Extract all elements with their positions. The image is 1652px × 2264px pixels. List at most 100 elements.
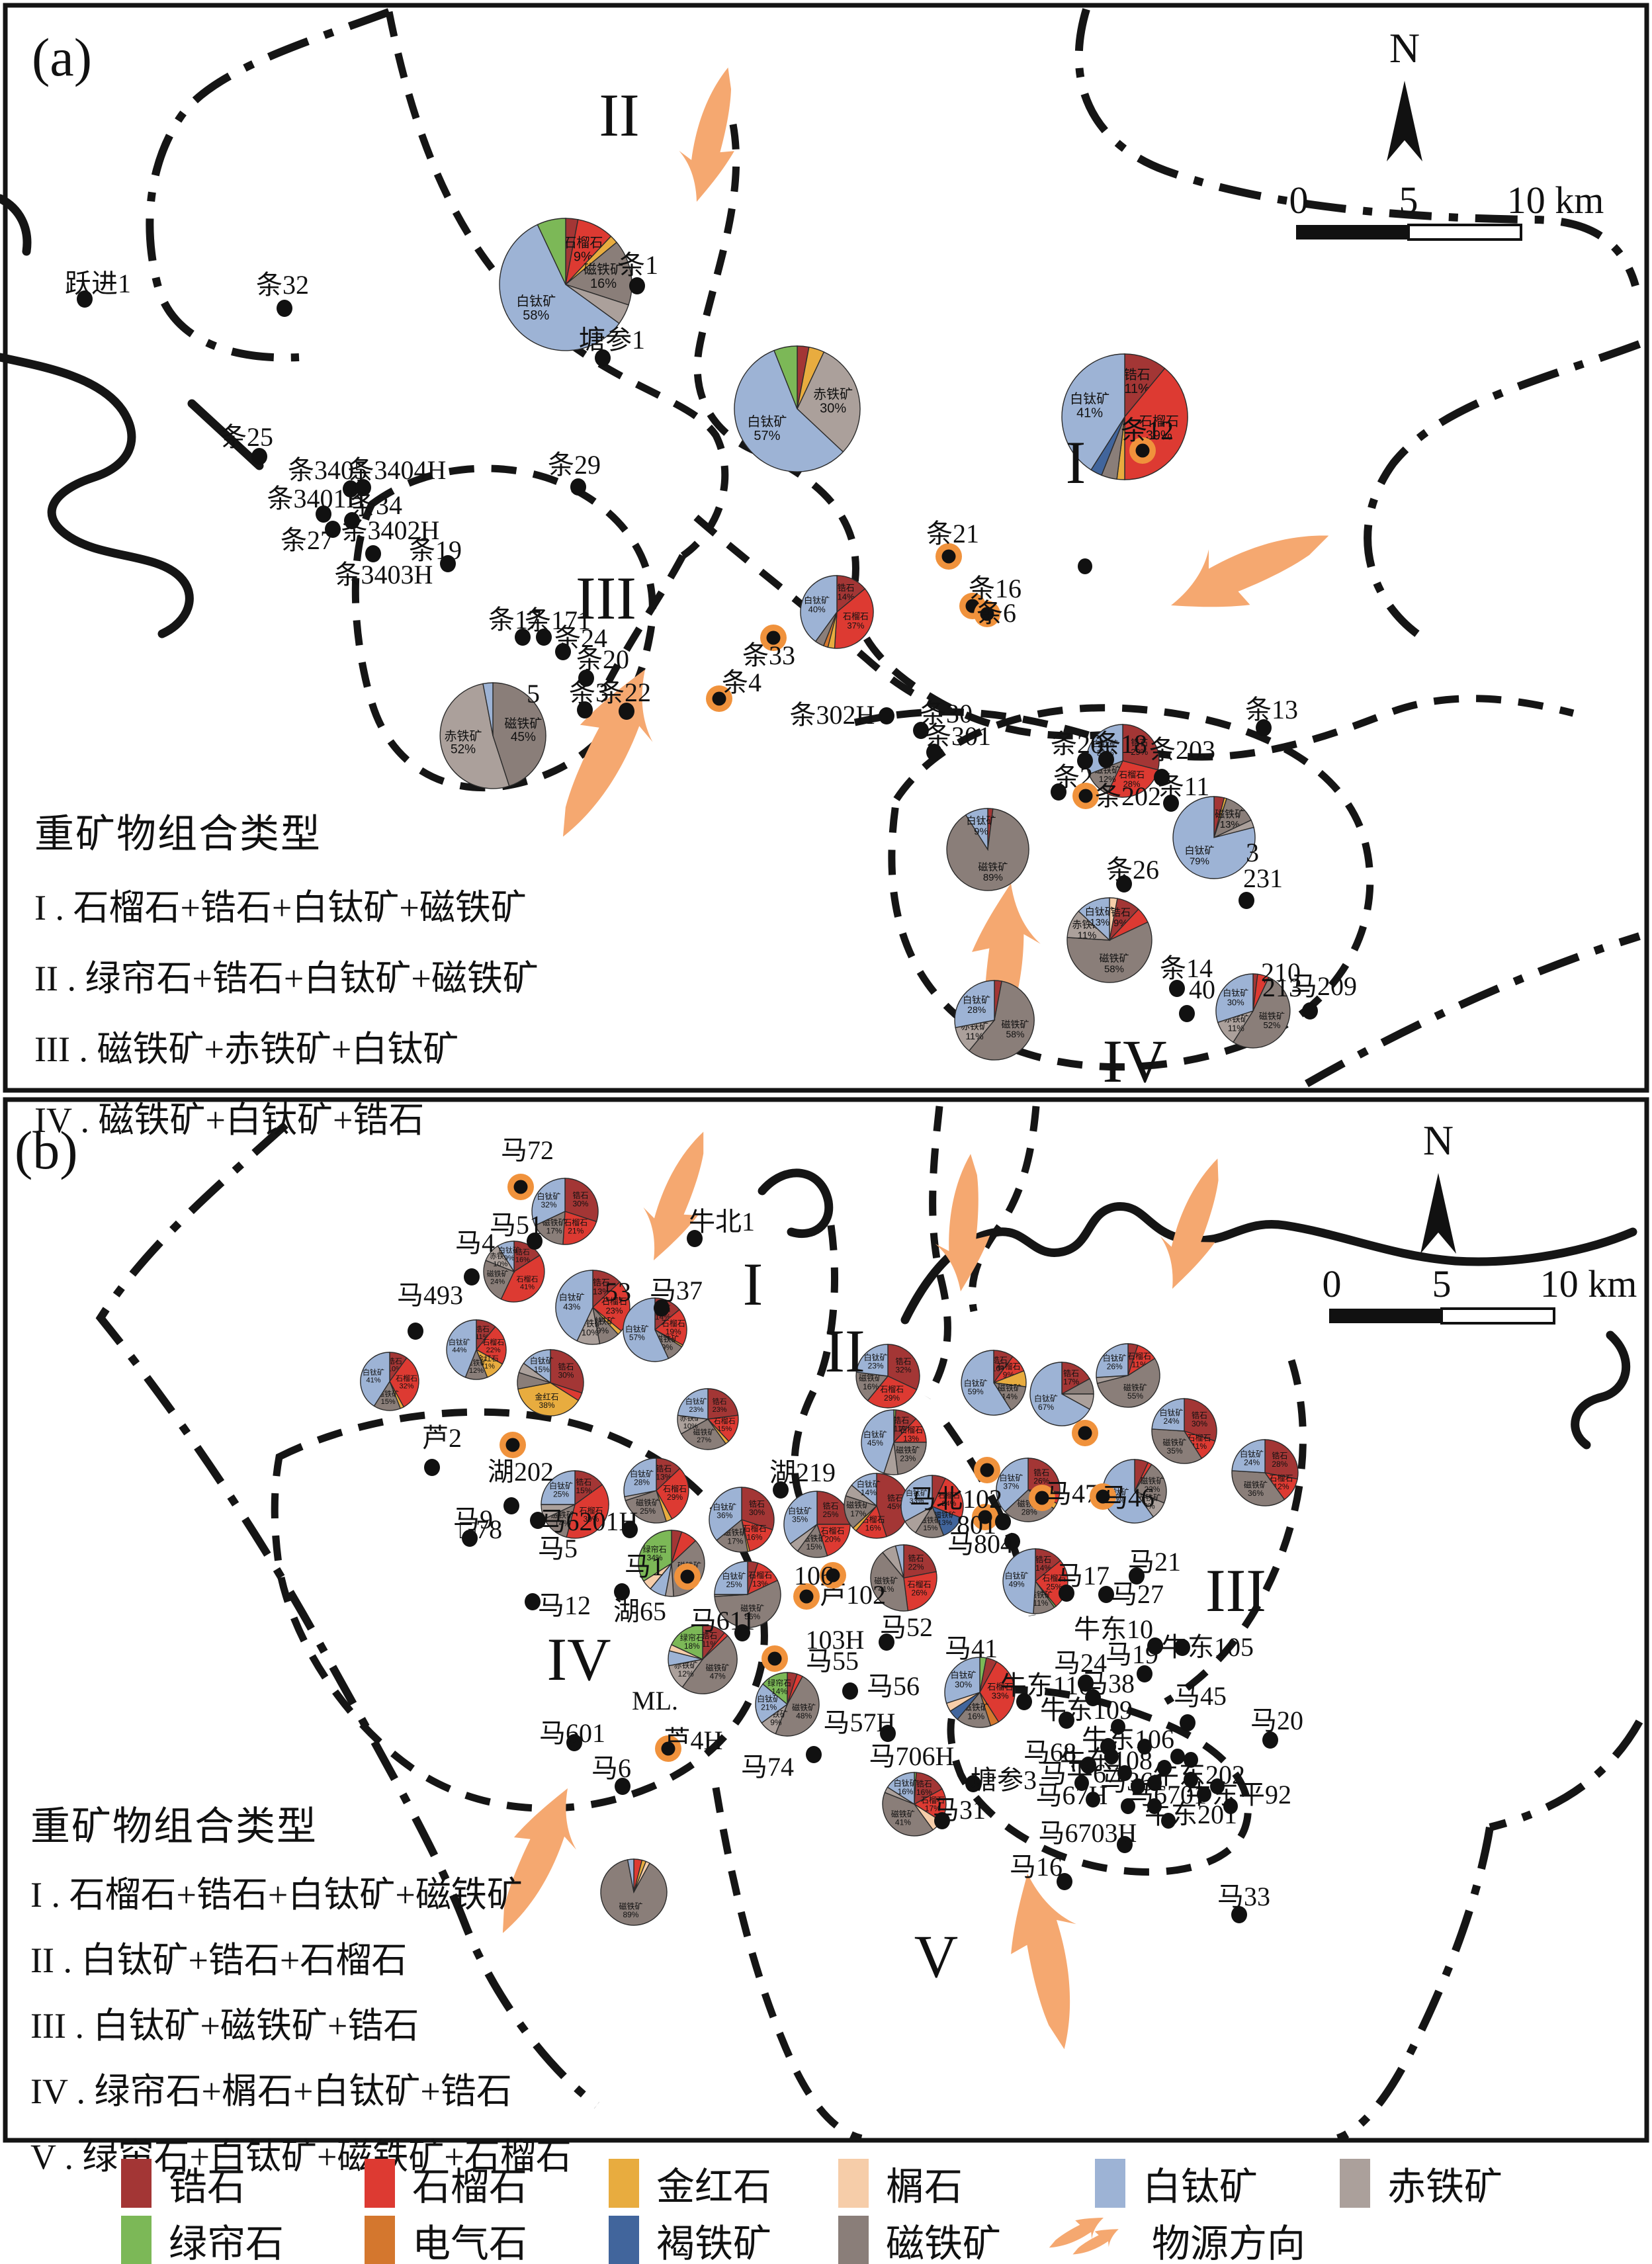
well-dot [766, 631, 781, 645]
well-dot [1131, 1778, 1145, 1794]
well-dot [799, 1589, 814, 1604]
well-label: 条16 [969, 574, 1022, 603]
well-label: 马6 [591, 1753, 631, 1783]
mineral-pie: 锆石 13%石榴石 23%磁铁矿 9%赤铁矿 10%白钛矿 43% [555, 1270, 630, 1345]
legend-a-title: 重矿物组合类型 [34, 812, 322, 856]
provenance-arrow [502, 1788, 577, 1933]
well-marker: 条16 [959, 574, 1022, 619]
well-label: 芦4H [664, 1725, 723, 1755]
pie-slice-label: 绿帘石 34% [643, 1544, 667, 1563]
well-label: 马37 [650, 1276, 703, 1305]
pie-slice-mg [1133, 1463, 1167, 1504]
color-swatch-lx [1095, 2159, 1125, 2208]
boundary-line-dashed [693, 124, 1124, 740]
legend-item-provenance: 物源方向 [1055, 2212, 1305, 2264]
north-label: N [1423, 1117, 1454, 1164]
pie-slice-label: 白钛矿 30% [1223, 988, 1248, 1008]
pie-slice-lx [944, 1657, 980, 1704]
mineral-pie: 锆石 15%石榴石 39%磁铁矿 14%白钛矿 25% [541, 1470, 609, 1539]
provenance-arrow [1171, 535, 1329, 607]
well-marker: 条3 [569, 677, 609, 718]
pie-slice-gt [741, 1518, 773, 1552]
well-dot [879, 1633, 894, 1651]
color-swatch-tn [838, 2159, 869, 2208]
well-label: 马72 [501, 1135, 554, 1165]
pie-slice-gt [855, 1504, 887, 1539]
pie-slice-zr [574, 1470, 603, 1506]
pie-slice-label: 锆石 15% [576, 1478, 591, 1496]
well-label: 马1 [625, 1551, 664, 1581]
pie-slice-label: 磁铁矿 17% [543, 1217, 566, 1236]
pie-slice-label: 白钛矿 37% [999, 1473, 1023, 1491]
pie-slice-label: 锆石 30% [558, 1362, 574, 1380]
pie-slice-label: 锆石 29% [1131, 738, 1148, 757]
well-dot [1016, 1693, 1032, 1710]
pie-slice-label: 金红石 38% [535, 1391, 559, 1410]
well-dot [503, 1497, 519, 1514]
pie-slice-mg [1004, 1489, 1055, 1522]
boundary-line-dashed [968, 1106, 1040, 1313]
panel-b-mineral-assemblage-legend: 重矿物组合类型 I . 石榴石+锆石+白钛矿+磁铁矿 II . 白钛矿+锆石+石榴… [30, 1794, 572, 2179]
boundary-line-dashed [791, 1225, 838, 1505]
well-dot [1180, 1714, 1196, 1731]
mineral-color-legend: 锆石 石榴石 金红石 榍石 白钛矿 赤铁矿 绿帘石 电气石 褐铁矿 磁铁矿 物源方向 [0, 2142, 1652, 2264]
pie-slice-zr [914, 1772, 943, 1806]
well-marker: 马74 [741, 1746, 822, 1782]
well-label: 马51 [490, 1210, 543, 1240]
well-label: 马57H [824, 1708, 896, 1737]
pie-slice-lx [709, 1487, 742, 1542]
pie-slice-label: 石榴石 15% [714, 1416, 736, 1433]
pie-slice-lx [714, 1561, 748, 1595]
well-dot [513, 1180, 528, 1194]
pie-slice-lx [360, 1352, 390, 1407]
legend-item-tm: 电气石 [365, 2212, 527, 2264]
well-dot [978, 1510, 992, 1524]
pie-slice-lx [734, 349, 844, 472]
legend-label: 物源方向 [1152, 2222, 1306, 2264]
well-dot [1080, 1757, 1096, 1774]
well-dot [595, 349, 611, 367]
pie-slice-mg [625, 1490, 667, 1524]
assemblage-item: I . 石榴石+锆石+白钛矿+磁铁矿 [34, 888, 527, 928]
pie-slice-label: 锆石 25% [822, 1501, 838, 1519]
color-swatch-mg [838, 2216, 869, 2264]
boundary-line-dashed [605, 554, 686, 683]
scale-bar-white [1407, 224, 1522, 241]
pie-slice-label: 磁铁矿 58% [1099, 953, 1129, 975]
assemblage-item: V . 绿帘石+白钛矿+磁铁矿+石榴石 [30, 2137, 572, 2177]
well-label: 条19 [409, 535, 462, 565]
well-label: 塘参1 [579, 325, 645, 355]
pie-slice-mg [855, 1371, 889, 1401]
well-marker: 条3403H [335, 560, 433, 589]
well-marker: 条11 [1158, 771, 1209, 812]
pie-slice-label: 磁铁矿 17% [846, 1500, 870, 1518]
pie-slice-label: 白钛矿 79% [1184, 846, 1214, 867]
mineral-pie: 锆石 11%石榴石 13%磁铁矿 23%白钛矿 45% [861, 1409, 927, 1475]
pie-slice-gt [656, 1467, 689, 1520]
pie-slice-label: 白钛矿 28% [630, 1469, 654, 1487]
well-dot [355, 479, 371, 496]
well-label: 马45 [1174, 1681, 1227, 1711]
well-label: 条12 [1121, 415, 1174, 445]
pie-slice-label: 锆石 16% [916, 1779, 932, 1797]
mineral-pie: 锆石 17% 白钛矿 67% [1029, 1362, 1094, 1426]
boundary-line-dashed [385, 11, 729, 559]
pie-slice-label: 磁铁矿 25% [636, 1497, 660, 1516]
well-dot [1231, 1906, 1247, 1923]
pie-slice-gt [834, 588, 874, 649]
well-label: 条302H [790, 700, 875, 730]
pie-slice-label: 磁铁矿 23% [896, 1445, 920, 1463]
well-marker: 马24 [1054, 1648, 1107, 1692]
well-dot [1137, 1665, 1152, 1682]
well-dot [773, 1481, 789, 1499]
well-label: 106 [794, 1561, 834, 1590]
well-dot [1086, 1792, 1100, 1807]
pie-slice-gt [654, 1309, 687, 1346]
well-label: 马4 [455, 1228, 495, 1258]
well-dot [1117, 1836, 1133, 1853]
pie-slice-mg [1066, 921, 1152, 983]
pie-slice-label: 白钛矿 57% [625, 1324, 649, 1342]
well-dot [515, 629, 531, 646]
